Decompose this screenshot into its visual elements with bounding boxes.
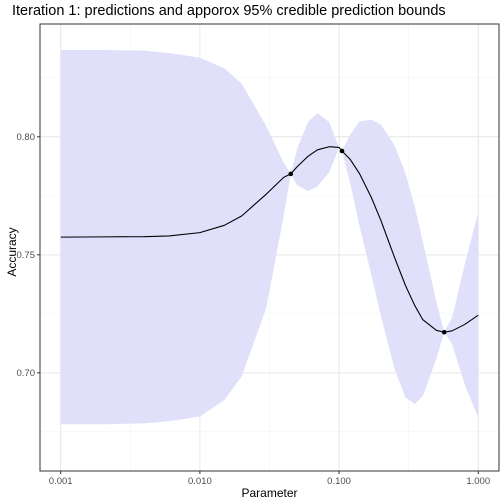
- x-tick-label: 0.010: [188, 476, 212, 487]
- credible-band-area: [60, 49, 479, 425]
- x-axis-label: Parameter: [241, 486, 297, 500]
- panel-border: [39, 23, 500, 472]
- y-axis-label: Accuracy: [5, 227, 19, 276]
- y-tick-label: 0.80: [17, 132, 36, 143]
- observed-point: [441, 329, 447, 335]
- y-axis: 0.70 0.75 0.80: [17, 132, 40, 379]
- x-tick-label: 1.000: [466, 476, 490, 487]
- x-axis: 0.001 0.010 0.100 1.000: [49, 471, 490, 487]
- observed-point: [339, 148, 345, 154]
- chart-title: Iteration 1: predictions and apporox 95%…: [12, 3, 446, 19]
- x-tick-label: 0.100: [327, 476, 351, 487]
- observed-points: [288, 148, 447, 335]
- x-tick-label: 0.001: [49, 476, 73, 487]
- prediction-line: [60, 146, 479, 333]
- y-tick-label: 0.75: [17, 250, 36, 261]
- observed-point: [288, 171, 294, 177]
- prediction-line-path: [60, 146, 479, 333]
- credible-band: [60, 49, 479, 425]
- y-tick-label: 0.70: [17, 368, 36, 379]
